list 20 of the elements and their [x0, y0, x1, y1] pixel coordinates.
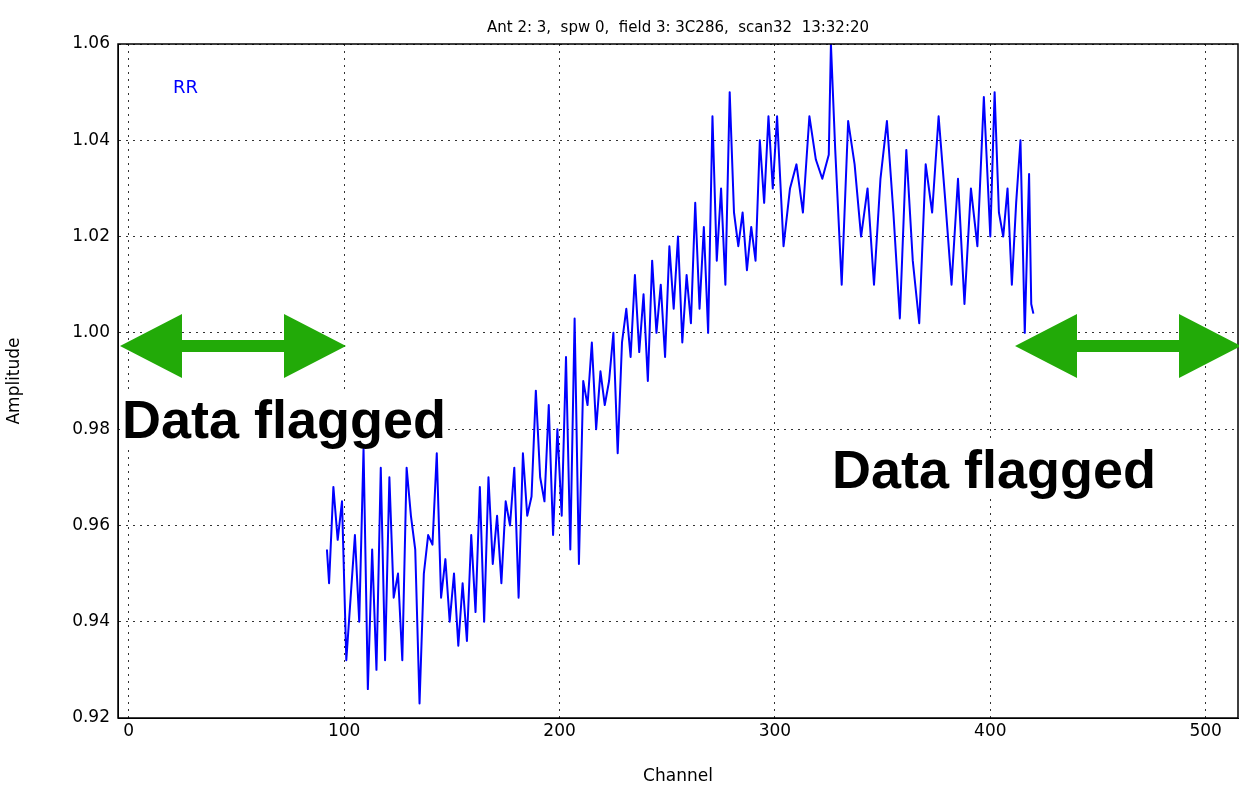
- y-tick-label: 1.04: [72, 128, 110, 149]
- y-tick-label: 1.06: [72, 32, 110, 53]
- x-tick-label: 500: [1189, 719, 1222, 740]
- text: RR: [173, 75, 199, 97]
- annotation: Data flagged: [120, 389, 449, 449]
- annotation: Data flagged: [830, 439, 1159, 499]
- x-tick-label: 200: [543, 719, 576, 740]
- x-tick-label: 100: [327, 719, 361, 740]
- y-tick-label: 1.00: [72, 321, 110, 342]
- y-axis-title: Amplitude: [2, 337, 23, 425]
- y-tick-label: 0.98: [72, 417, 110, 438]
- chart-title: Ant 2: 3, spw 0, field 3: 3C286, scan32 13:32:20: [486, 18, 870, 37]
- x-tick-label: 400: [974, 719, 1007, 740]
- y-tick-label: 0.94: [72, 610, 110, 631]
- x-tick-label: 300: [758, 719, 792, 740]
- x-axis-title: Channel: [643, 765, 713, 786]
- y-tick-label: 1.02: [72, 224, 110, 245]
- x-tick-label: 0: [123, 719, 135, 740]
- y-tick-label: 0.96: [72, 513, 110, 534]
- y-tick-label: 0.92: [72, 706, 110, 727]
